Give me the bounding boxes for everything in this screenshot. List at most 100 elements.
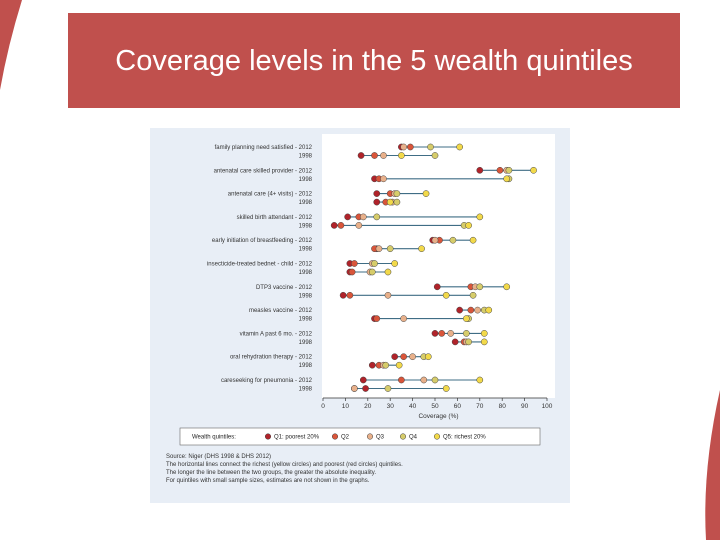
quintile-point-q1	[362, 385, 369, 392]
chart-panel: family planning need satisfied - 2012 199…	[150, 128, 570, 503]
x-tick-label: 50	[431, 403, 439, 410]
quintile-point-q5	[456, 143, 463, 151]
legend-entry-label: Q4	[409, 435, 418, 441]
legend-entry-label: Q3	[376, 435, 385, 441]
legend: Wealth quintiles: Q1: poorest 20% Q2 Q3 Q4 Q5…	[192, 433, 486, 441]
quintile-point-q4	[393, 190, 401, 197]
quintile-point-q2	[400, 353, 407, 361]
quintile-point-q3	[474, 306, 481, 314]
x-tick-label: 10	[342, 403, 350, 410]
quintile-point-q2	[351, 260, 358, 267]
row-label: DTP3 vaccine - 2012	[256, 285, 313, 291]
quintile-point-q5	[384, 268, 392, 276]
quintile-point-q3	[355, 222, 363, 229]
quintile-point-q4	[371, 260, 378, 267]
quintile-point-q5	[442, 385, 450, 392]
chart-note: The longer the line between the two grou…	[166, 470, 376, 476]
legend-title: Wealth quintiles:	[192, 435, 236, 441]
quintile-point-q1	[373, 198, 381, 206]
chart-note: The horizontal lines connect the richest…	[166, 462, 403, 468]
legend-entry-label: Q1: poorest 20%	[274, 435, 320, 441]
quintile-point-q3	[359, 213, 367, 221]
quintile-point-q4	[393, 198, 401, 206]
quintile-point-q2	[496, 166, 504, 174]
row-label: insecticide-treated bednet - child - 201…	[207, 262, 313, 268]
quintile-point-q4	[431, 152, 439, 159]
quintile-point-q2	[373, 315, 381, 322]
quintile-point-q2	[371, 152, 378, 159]
x-tick-label: 100	[542, 403, 553, 410]
quintile-point-q5	[469, 236, 477, 244]
quintile-point-q4	[505, 166, 513, 174]
quintile-point-q2	[337, 222, 345, 229]
quintile-point-q4	[465, 338, 472, 346]
x-tick-label: 60	[454, 403, 462, 410]
quintile-point-q4	[463, 330, 470, 337]
chart-note: For quintiles with small sample sizes, e…	[166, 478, 370, 484]
x-tick-label: 30	[387, 403, 395, 410]
row-label: 1998	[299, 223, 313, 229]
quintile-point-q5	[463, 315, 470, 322]
quintile-point-q5	[530, 166, 537, 174]
quintile-point-q4	[373, 213, 381, 221]
quintile-point-q1	[368, 361, 376, 369]
x-tick-label: 20	[364, 403, 372, 410]
quintile-point-q3	[375, 245, 383, 253]
row-label: careseeking for pneumonia - 2012	[221, 378, 313, 384]
x-axis: 0 10 20 30 40 50 60 70 80 90 100	[321, 397, 553, 410]
quintile-point-q1	[476, 166, 484, 174]
quintile-point-q5	[476, 213, 484, 221]
quintile-point-q4	[384, 385, 392, 392]
quintile-point-q5	[503, 175, 511, 183]
chart-notes: Source: Niger (DHS 1998 & DHS 2012) The h…	[166, 454, 403, 484]
quintile-point-q5	[476, 376, 484, 384]
quintile-point-q3	[351, 385, 358, 392]
row-label: 1998	[299, 363, 313, 369]
quintile-point-q4	[469, 291, 477, 299]
quintile-point-q1	[357, 152, 365, 159]
quintile-point-q5	[485, 306, 493, 314]
legend-marker	[399, 433, 407, 440]
legend-entry-label: Q5: richest 20%	[443, 435, 486, 441]
quintile-point-q5	[480, 330, 488, 337]
row-label: 1998	[299, 154, 313, 160]
chart-note: Source: Niger (DHS 1998 & DHS 2012)	[166, 454, 271, 460]
legend-box	[179, 427, 541, 446]
quintile-point-q5	[424, 353, 432, 361]
row-label: measles vaccine - 2012	[249, 308, 313, 314]
indicator-rows: family planning need satisfied - 2012 199…	[207, 143, 537, 393]
quintile-point-q2	[346, 291, 354, 299]
quintile-point-q3	[380, 152, 387, 159]
quintile-point-q1	[344, 213, 351, 221]
row-label: 1998	[299, 200, 313, 206]
corner-decoration-right	[705, 390, 720, 540]
quintile-point-q4	[431, 376, 439, 384]
row-label: antenatal care (4+ visits) - 2012	[228, 192, 313, 198]
plot-area	[322, 134, 555, 398]
quintile-point-q5	[442, 291, 450, 299]
quintile-point-q3	[400, 143, 407, 151]
x-axis-label: Coverage (%)	[418, 413, 458, 420]
quintile-point-q5	[398, 152, 405, 159]
quintile-point-q4	[382, 361, 390, 369]
x-tick-label: 0	[321, 403, 325, 410]
quintile-point-q1	[391, 353, 399, 361]
quintile-point-q1	[451, 338, 459, 346]
quintile-point-q5	[422, 190, 430, 197]
quintile-point-q2	[398, 376, 405, 384]
quintile-point-q2	[407, 143, 414, 151]
quintile-point-q3	[447, 330, 455, 337]
row-label: 1998	[299, 270, 313, 276]
quintile-point-q4	[386, 245, 394, 253]
legend-marker	[264, 433, 272, 440]
quintile-point-q4	[427, 143, 434, 151]
quintile-point-q5	[386, 198, 394, 206]
corner-decoration-left	[0, 0, 22, 90]
row-label: 1998	[299, 247, 313, 253]
quintile-point-q3	[409, 353, 416, 361]
slide-title-banner: Coverage levels in the 5 wealth quintile…	[68, 13, 680, 108]
quintile-point-q2	[438, 330, 446, 337]
quintile-point-q1	[431, 330, 439, 337]
row-label: vitamin A past 6 mo. - 2012	[240, 331, 313, 337]
row-label: skilled birth attendant - 2012	[237, 215, 313, 221]
